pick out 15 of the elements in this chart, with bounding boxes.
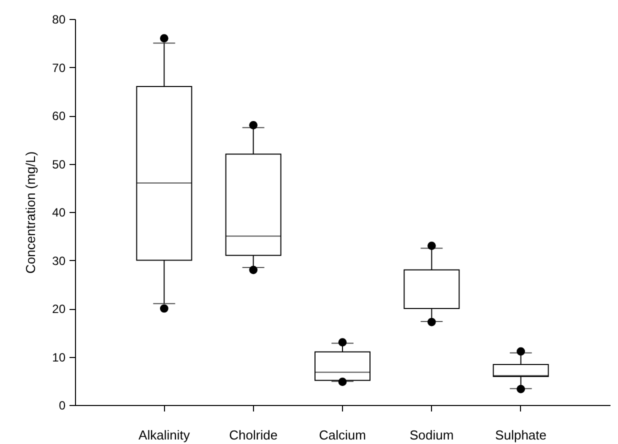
y-tick-label: 60 bbox=[52, 109, 66, 123]
y-tick-label: 20 bbox=[52, 302, 66, 316]
y-tick-label: 80 bbox=[52, 12, 66, 26]
y-axis-title: Concentration (mg/L) bbox=[23, 151, 38, 274]
y-tick-label: 70 bbox=[52, 60, 66, 75]
y-tick-label: 50 bbox=[52, 157, 66, 172]
y-tick-label: 10 bbox=[52, 350, 66, 364]
x-tick-label: Sulphate bbox=[495, 428, 546, 442]
x-tick-label: Calcium bbox=[319, 428, 366, 442]
x-tick-label: Sodium bbox=[410, 428, 454, 442]
y-tick-label: 40 bbox=[52, 206, 66, 220]
x-tick-label: Alkalinity bbox=[138, 428, 190, 442]
y-tick-label: 0 bbox=[58, 398, 66, 412]
y-tick-label: 30 bbox=[52, 254, 66, 268]
x-tick-label: Cholride bbox=[229, 428, 278, 442]
